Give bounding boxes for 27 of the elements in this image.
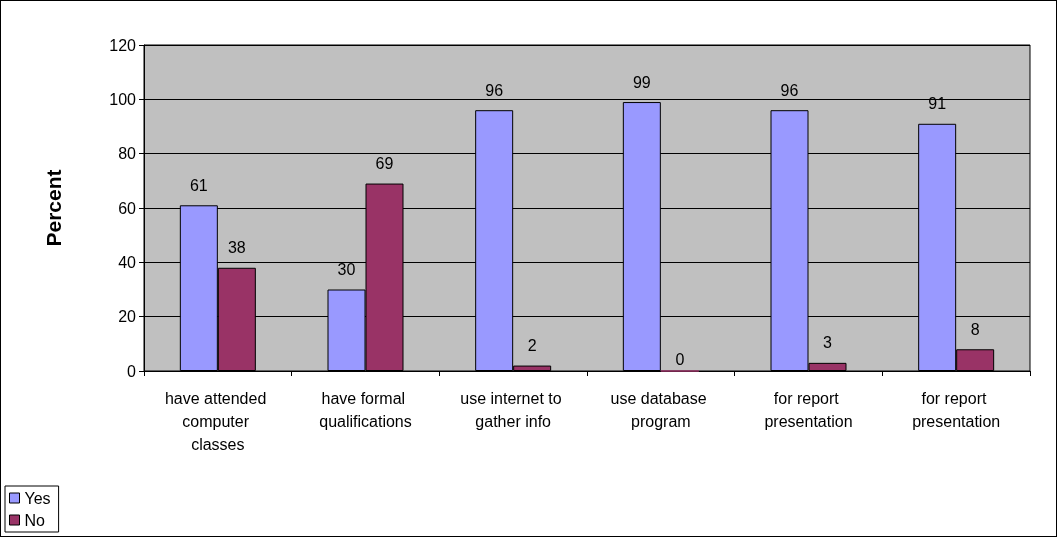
x-tick-label: use database program <box>610 390 712 430</box>
y-tick-label: 100 <box>109 90 137 108</box>
data-label: 8 <box>970 320 980 338</box>
y-tick-label: 60 <box>118 199 137 217</box>
data-label: 30 <box>337 261 356 278</box>
data-label: 61 <box>189 176 208 194</box>
data-label: 69 <box>375 155 394 173</box>
y-tick-label: 20 <box>118 308 137 326</box>
x-tick-label: for report presentation <box>764 390 853 430</box>
data-label: 3 <box>823 334 833 352</box>
data-label: 38 <box>227 239 246 257</box>
y-tick-label: 120 <box>109 36 137 54</box>
y-tick-label: 0 <box>127 362 137 380</box>
x-tick-label: have formal qualifications <box>319 390 412 430</box>
data-label: 0 <box>675 351 685 368</box>
legend-label: No <box>24 511 46 529</box>
x-tick-label: have attended computer classes <box>164 390 271 453</box>
data-label: 99 <box>632 73 651 91</box>
legend-label: Yes <box>24 489 51 507</box>
x-tick-label: for report presentation <box>912 390 1001 430</box>
data-label: 96 <box>780 81 799 99</box>
data-label: 96 <box>485 81 504 99</box>
data-label: 2 <box>527 337 537 355</box>
x-tick-label: use internet to gather info <box>460 390 567 430</box>
y-axis-title: Percent <box>42 169 65 247</box>
y-tick-label: 80 <box>118 145 137 163</box>
y-tick-label: 40 <box>118 253 137 271</box>
